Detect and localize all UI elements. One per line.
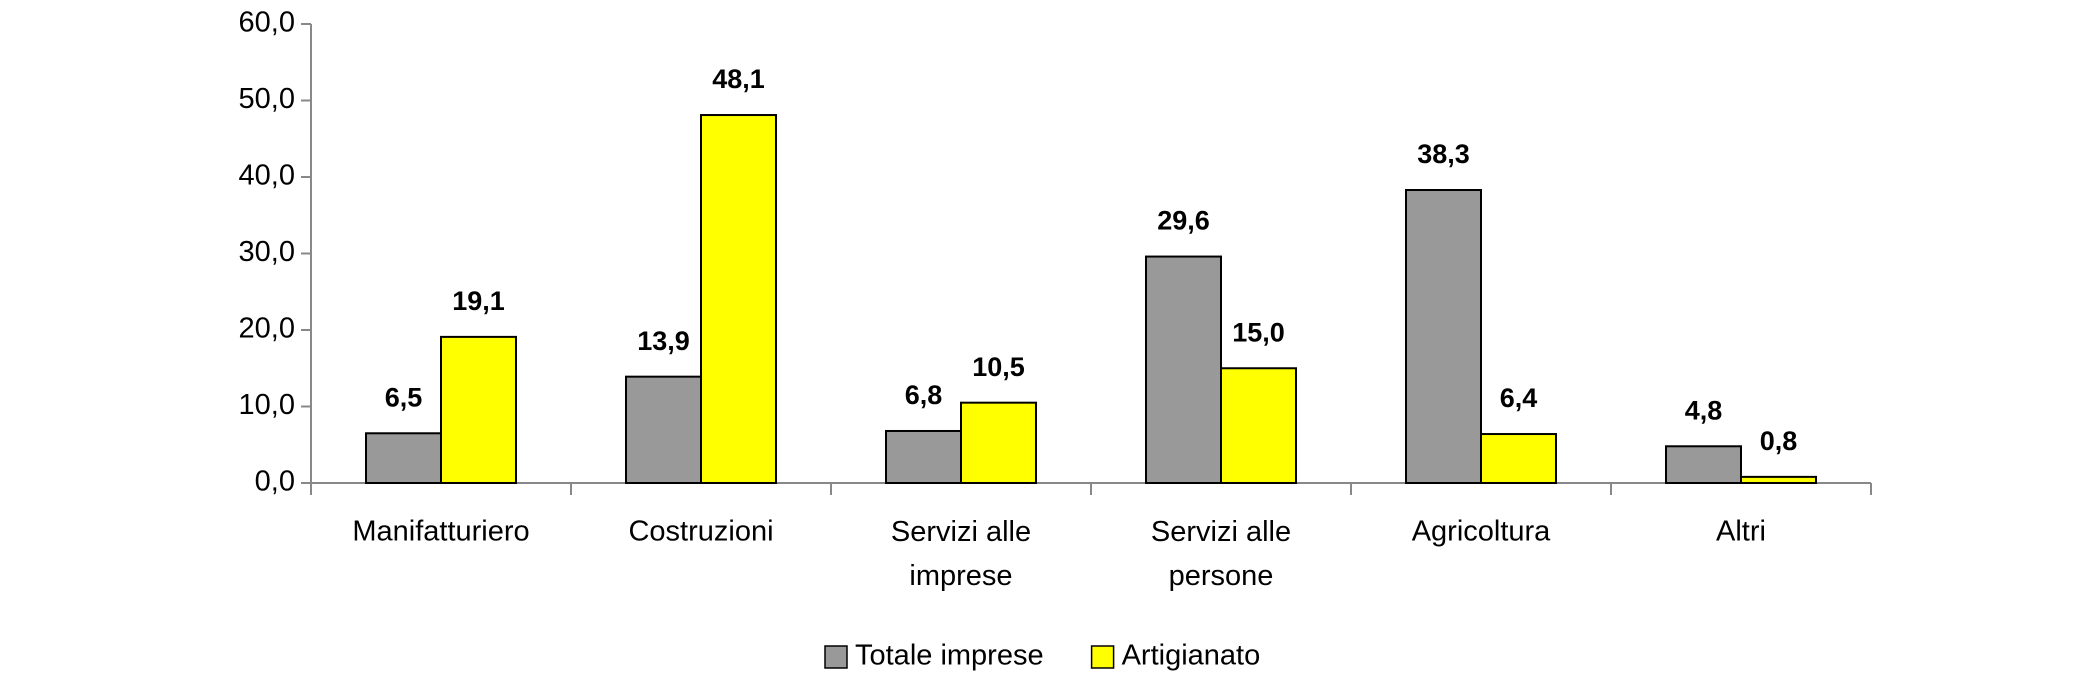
x-tick-label: Agricoltura bbox=[1412, 516, 1551, 548]
value-label: 13,9 bbox=[637, 326, 690, 356]
bar bbox=[700, 114, 777, 484]
value-label: 19,1 bbox=[452, 286, 505, 316]
bar bbox=[1405, 189, 1482, 484]
value-label: 4,8 bbox=[1685, 395, 1723, 425]
value-label: 15,0 bbox=[1232, 317, 1285, 347]
legend-label: Totale imprese bbox=[855, 640, 1044, 672]
value-label: 10,5 bbox=[972, 352, 1025, 382]
bar bbox=[960, 401, 1037, 484]
legend-swatch bbox=[824, 645, 848, 669]
bar bbox=[1480, 433, 1557, 485]
bar bbox=[1665, 445, 1742, 484]
y-tick-label: 30,0 bbox=[239, 236, 295, 268]
bar bbox=[625, 375, 702, 485]
y-tick-label: 50,0 bbox=[239, 83, 295, 115]
x-tick-label: Servizi alle persone bbox=[1151, 516, 1291, 592]
value-label: 6,4 bbox=[1500, 383, 1538, 413]
value-label: 0,8 bbox=[1760, 426, 1798, 456]
x-tick-label: Altri bbox=[1716, 516, 1766, 548]
y-tick-label: 10,0 bbox=[239, 389, 295, 421]
value-label: 38,3 bbox=[1417, 139, 1470, 169]
bar bbox=[885, 429, 962, 485]
x-tick-label: Manifatturiero bbox=[352, 516, 529, 548]
y-tick-label: 0,0 bbox=[255, 466, 295, 498]
value-label: 48,1 bbox=[712, 64, 765, 94]
bar bbox=[365, 432, 442, 484]
value-label: 6,8 bbox=[905, 380, 943, 410]
x-tick-label: Servizi alle imprese bbox=[891, 516, 1031, 592]
y-tick-label: 20,0 bbox=[239, 313, 295, 345]
bar bbox=[1220, 367, 1297, 484]
value-label: 29,6 bbox=[1157, 206, 1210, 236]
y-tick-label: 40,0 bbox=[239, 160, 295, 192]
bar bbox=[1145, 255, 1222, 484]
value-label: 6,5 bbox=[385, 382, 423, 412]
legend-label: Artigianato bbox=[1122, 640, 1261, 672]
y-tick-label: 60,0 bbox=[239, 7, 295, 39]
x-tick-label: Costruzioni bbox=[628, 516, 773, 548]
bar bbox=[1740, 475, 1817, 485]
legend-swatch bbox=[1090, 645, 1115, 669]
bar bbox=[440, 335, 517, 485]
